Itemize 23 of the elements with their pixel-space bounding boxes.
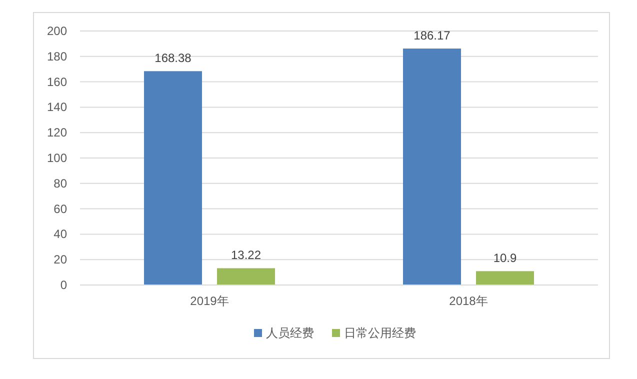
bar bbox=[217, 268, 275, 285]
y-tick-label: 0 bbox=[60, 278, 68, 292]
y-tick-label: 120 bbox=[46, 126, 68, 140]
y-tick-label: 160 bbox=[46, 74, 68, 89]
bar bbox=[403, 48, 461, 285]
data-label: 13.22 bbox=[230, 248, 262, 262]
data-label: 10.9 bbox=[493, 251, 517, 266]
y-tick-label: 80 bbox=[54, 176, 68, 190]
data-label: 168.38 bbox=[154, 51, 192, 66]
y-tick-label: 180 bbox=[46, 49, 68, 64]
y-tick-label: 140 bbox=[46, 100, 68, 114]
x-tick-label: 2018年 bbox=[449, 294, 488, 308]
legend-label: 日常公用经费 bbox=[344, 326, 416, 340]
y-tick-label: 200 bbox=[46, 24, 68, 38]
data-label: 186.17 bbox=[414, 28, 451, 43]
bar bbox=[476, 271, 534, 285]
x-tick-label: 2019年 bbox=[190, 294, 229, 308]
bar bbox=[144, 71, 202, 285]
y-tick-label: 60 bbox=[54, 202, 68, 216]
y-tick-label: 40 bbox=[54, 227, 68, 242]
y-tick-label: 20 bbox=[54, 252, 68, 267]
y-tick-label: 100 bbox=[46, 151, 68, 165]
legend-label: 人员经费 bbox=[266, 326, 314, 340]
